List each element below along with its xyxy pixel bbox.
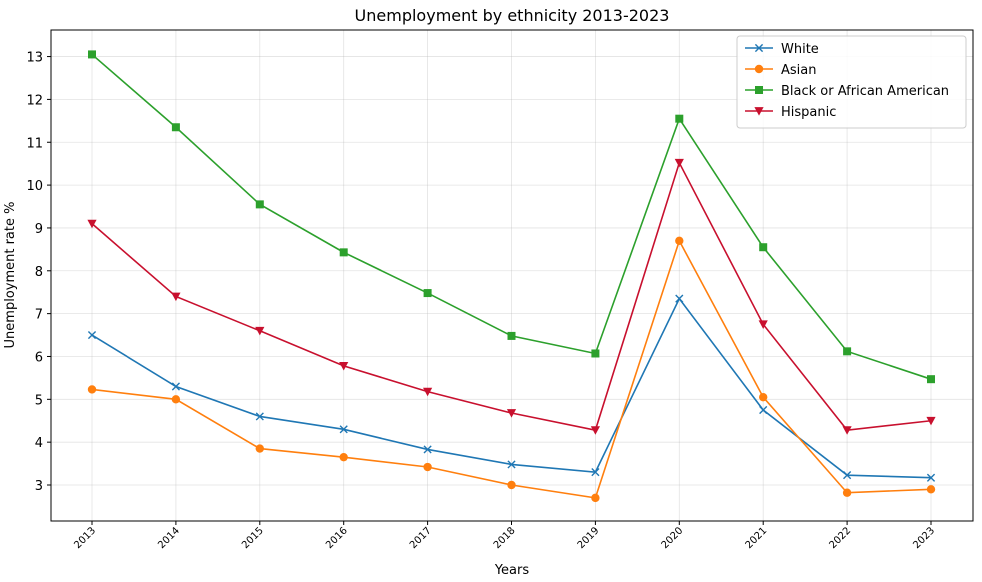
x-tick-label: 2021 bbox=[744, 525, 770, 551]
x-axis-label: Years bbox=[494, 563, 530, 578]
data-point bbox=[843, 471, 852, 480]
y-tick-label: 13 bbox=[26, 51, 43, 66]
legend-label: Asian bbox=[781, 63, 816, 78]
x-tick-label: 2014 bbox=[156, 525, 182, 551]
data-point bbox=[590, 426, 600, 435]
series-black-or-african-american bbox=[88, 50, 935, 384]
data-point bbox=[423, 462, 432, 472]
series-white bbox=[87, 294, 936, 482]
data-point bbox=[423, 289, 432, 298]
data-point bbox=[927, 375, 935, 384]
x-tick-label: 2017 bbox=[408, 525, 434, 551]
legend-box bbox=[736, 35, 967, 129]
data-point bbox=[171, 123, 180, 132]
x-tick-label: 2022 bbox=[827, 525, 853, 551]
data-point bbox=[843, 347, 852, 356]
x-tick-label: 2013 bbox=[72, 525, 98, 551]
y-tick-label: 10 bbox=[26, 179, 43, 194]
data-point bbox=[591, 468, 600, 477]
grid bbox=[51, 30, 973, 521]
data-point bbox=[171, 292, 181, 302]
data-point bbox=[755, 86, 763, 94]
x-tick-label: 2023 bbox=[911, 525, 937, 551]
legend-label: Black or African American bbox=[781, 84, 949, 99]
series-hispanic bbox=[87, 158, 936, 435]
legend-entry: White bbox=[745, 42, 819, 57]
data-point bbox=[674, 158, 684, 168]
series-asian bbox=[87, 236, 936, 503]
data-point bbox=[926, 416, 936, 426]
data-point bbox=[171, 395, 181, 404]
data-point bbox=[506, 409, 517, 418]
y-tick-label: 11 bbox=[26, 136, 43, 151]
data-point bbox=[675, 236, 684, 245]
y-axis: 3 4 5 6 7 8 9 10 11 12 13 bbox=[26, 51, 51, 494]
x-axis: 2013 2014 2015 2016 2017 2018 2019 2020 2021 2022… bbox=[72, 521, 937, 551]
x-tick-label: 2019 bbox=[576, 525, 602, 551]
y-tick-label: 12 bbox=[26, 93, 43, 108]
data-point bbox=[926, 485, 936, 494]
data-point bbox=[591, 493, 600, 503]
legend-label: White bbox=[781, 42, 819, 57]
data-point bbox=[255, 200, 264, 209]
data-point bbox=[339, 452, 348, 462]
series-layer bbox=[87, 50, 936, 503]
data-point bbox=[591, 349, 600, 358]
y-tick-label: 4 bbox=[35, 436, 43, 451]
data-point bbox=[926, 473, 936, 482]
data-point bbox=[339, 425, 348, 434]
data-point bbox=[507, 460, 516, 469]
data-point bbox=[675, 114, 684, 123]
data-point bbox=[255, 326, 265, 336]
data-point bbox=[171, 382, 180, 391]
data-point bbox=[507, 480, 516, 490]
data-point bbox=[423, 445, 432, 454]
x-tick-label: 2018 bbox=[492, 525, 518, 551]
x-tick-label: 2015 bbox=[240, 525, 266, 551]
data-point bbox=[754, 107, 764, 116]
y-tick-label: 8 bbox=[35, 265, 43, 280]
data-point bbox=[87, 385, 97, 394]
data-point bbox=[759, 405, 768, 415]
x-tick-label: 2016 bbox=[324, 525, 350, 551]
y-axis-label: Unemployment rate % bbox=[3, 202, 18, 349]
data-point bbox=[87, 219, 97, 229]
data-point bbox=[255, 412, 264, 421]
legend-label: Hispanic bbox=[781, 105, 836, 120]
data-point bbox=[758, 320, 768, 329]
y-tick-label: 7 bbox=[35, 308, 43, 323]
data-point bbox=[675, 294, 684, 303]
data-point bbox=[255, 444, 264, 453]
data-point bbox=[339, 361, 349, 371]
data-point bbox=[842, 426, 852, 435]
data-point bbox=[759, 243, 768, 252]
chart-title: Unemployment by ethnicity 2013-2023 bbox=[355, 6, 670, 25]
legend-entry: Asian bbox=[745, 63, 816, 78]
data-point bbox=[87, 330, 97, 340]
data-point bbox=[754, 43, 764, 53]
legend-entry: Black or African American bbox=[745, 84, 949, 99]
data-point bbox=[754, 64, 764, 74]
data-point bbox=[423, 387, 433, 397]
y-tick-label: 6 bbox=[35, 350, 43, 365]
y-tick-label: 9 bbox=[35, 222, 43, 237]
data-point bbox=[88, 50, 96, 59]
data-point bbox=[842, 488, 852, 497]
data-point bbox=[507, 331, 516, 340]
y-tick-label: 5 bbox=[35, 393, 43, 408]
x-tick-label: 2020 bbox=[660, 525, 686, 551]
legend: White Asian Black or African American Hispa… bbox=[736, 35, 967, 129]
data-point bbox=[759, 392, 768, 402]
legend-entry: Hispanic bbox=[745, 105, 836, 120]
data-point bbox=[339, 248, 348, 257]
y-tick-label: 3 bbox=[35, 479, 43, 494]
